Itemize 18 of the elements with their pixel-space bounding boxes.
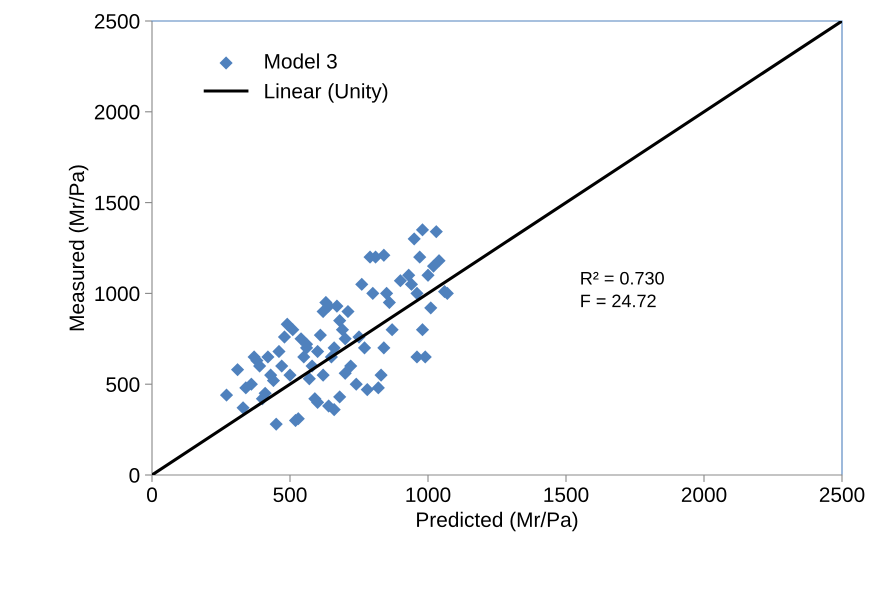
x-tick-label: 500 (273, 487, 307, 502)
y-tick-label: 0 (129, 468, 140, 483)
y-axis-title: Measured (Mr/Pa) (68, 165, 88, 330)
x-tick-label: 0 (147, 487, 157, 502)
legend-label: Linear (Unity) (265, 83, 388, 103)
x-tick-label: 2000 (682, 487, 726, 502)
annotation: R² = 0.730 (581, 272, 664, 285)
legend-label: Model 3 (265, 53, 337, 69)
annotation: F = 24.72 (581, 294, 656, 308)
y-tick-label: 1000 (95, 286, 140, 302)
y-tick-label: 2500 (94, 14, 140, 29)
x-axis-title: Predicted (Mr/Pa) (417, 512, 578, 532)
x-tick-label: 1500 (544, 487, 588, 502)
x-tick-label: 1000 (406, 487, 450, 502)
x-tick-label: 2500 (820, 487, 864, 502)
y-tick-label: 2000 (94, 104, 140, 120)
y-tick-label: 500 (106, 377, 140, 392)
y-tick-label: 1500 (95, 196, 140, 210)
